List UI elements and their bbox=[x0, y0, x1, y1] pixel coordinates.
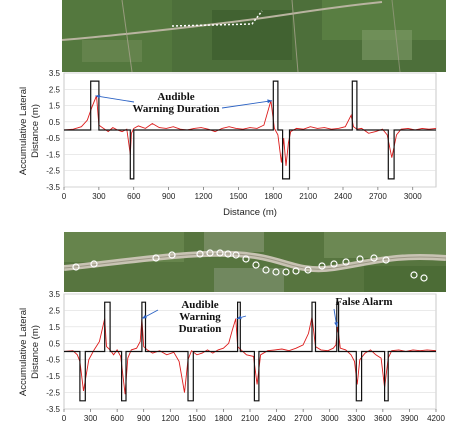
bottom-annotation-arrowhead bbox=[236, 315, 242, 320]
top-lateral-distance-line bbox=[63, 95, 437, 166]
top-chart-ylabel-line1: Accumulative Lateral bbox=[18, 87, 29, 175]
bottom-chart-ylabel-line1: Accumulative Lateral bbox=[18, 308, 29, 396]
top-xtick-label: 900 bbox=[162, 192, 176, 201]
bottom-annotation-arrowhead bbox=[334, 322, 339, 327]
top-warning-duration-line bbox=[64, 80, 436, 180]
bottom-annotation-text: False Alarm bbox=[335, 296, 392, 308]
top-annotation-arrowhead bbox=[95, 94, 101, 99]
bottom-ytick-label: 3.5 bbox=[49, 290, 61, 299]
top-xtick-label: 1200 bbox=[195, 192, 213, 201]
bottom-xtick-label: 3900 bbox=[401, 414, 419, 423]
bottom-xtick-label: 900 bbox=[137, 414, 151, 423]
bottom-xtick-label: 300 bbox=[84, 414, 98, 423]
bottom-xtick-label: 4200 bbox=[427, 414, 445, 423]
top-xtick-label: 0 bbox=[62, 192, 67, 201]
bottom-ytick-label: -1.5 bbox=[46, 372, 60, 381]
top-ytick-label: 1.5 bbox=[49, 102, 61, 111]
bottom-xtick-label: 3300 bbox=[347, 414, 365, 423]
bottom-xtick-label: 3000 bbox=[321, 414, 339, 423]
top-xtick-label: 600 bbox=[127, 192, 141, 201]
top-xtick-label: 1800 bbox=[264, 192, 282, 201]
bottom-chart-ylabel-line2: Distance (m) bbox=[30, 325, 41, 379]
bottom-xtick-label: 2400 bbox=[268, 414, 286, 423]
top-ytick-label: -3.5 bbox=[46, 183, 60, 192]
top-xtick-label: 3000 bbox=[404, 192, 422, 201]
top-annotation-arrow bbox=[95, 95, 135, 103]
bottom-warning-duration-line bbox=[64, 301, 436, 402]
top-ytick-label: -1.5 bbox=[46, 150, 60, 159]
bottom-annotation-text: Duration bbox=[179, 323, 222, 335]
top-chart-xlabel: Distance (m) bbox=[223, 207, 277, 218]
bottom-ytick-label: 2.5 bbox=[49, 306, 61, 315]
top-xtick-label: 2700 bbox=[369, 192, 387, 201]
satellite-map-strip-bottom bbox=[64, 232, 446, 292]
top-annotation-arrow bbox=[221, 100, 273, 109]
top-xtick-label: 2400 bbox=[334, 192, 352, 201]
bottom-xtick-label: 1200 bbox=[161, 414, 179, 423]
top-xtick-label: 1500 bbox=[229, 192, 247, 201]
bottom-ytick-label: 0.5 bbox=[49, 339, 61, 348]
bottom-xtick-label: 0 bbox=[62, 414, 67, 423]
top-annotation-text: Warning Duration bbox=[132, 103, 219, 115]
top-xtick-label: 300 bbox=[92, 192, 106, 201]
bottom-annotation-text: Audible bbox=[181, 299, 218, 311]
bottom-ytick-label: 1.5 bbox=[49, 323, 61, 332]
top-ytick-label: -0.5 bbox=[46, 134, 60, 143]
bottom-xtick-label: 600 bbox=[110, 414, 124, 423]
top-ytick-label: 3.5 bbox=[49, 69, 61, 78]
bottom-ytick-label: -2.5 bbox=[46, 389, 60, 398]
top-chart-ylabel-line2: Distance (m) bbox=[30, 104, 41, 158]
bottom-xtick-label: 2100 bbox=[241, 414, 259, 423]
bottom-xtick-label: 2700 bbox=[294, 414, 312, 423]
bottom-annotation-text: Warning bbox=[179, 311, 221, 323]
top-ytick-label: 0.5 bbox=[49, 118, 61, 127]
bottom-ytick-label: -0.5 bbox=[46, 356, 60, 365]
bottom-ytick-label: -3.5 bbox=[46, 405, 60, 414]
bottom-xtick-label: 1500 bbox=[188, 414, 206, 423]
top-ytick-label: -2.5 bbox=[46, 167, 60, 176]
bottom-xtick-label: 1800 bbox=[215, 414, 233, 423]
top-ytick-label: 2.5 bbox=[49, 85, 61, 94]
top-annotation-text: Audible bbox=[157, 91, 194, 103]
top-annotation-arrowhead bbox=[267, 99, 273, 104]
bottom-xtick-label: 3600 bbox=[374, 414, 392, 423]
bottom-annotation-arrowhead bbox=[141, 314, 147, 319]
top-xtick-label: 2100 bbox=[299, 192, 317, 201]
satellite-map-strip-top bbox=[62, 0, 446, 72]
bottom-lateral-distance-line bbox=[63, 316, 437, 395]
